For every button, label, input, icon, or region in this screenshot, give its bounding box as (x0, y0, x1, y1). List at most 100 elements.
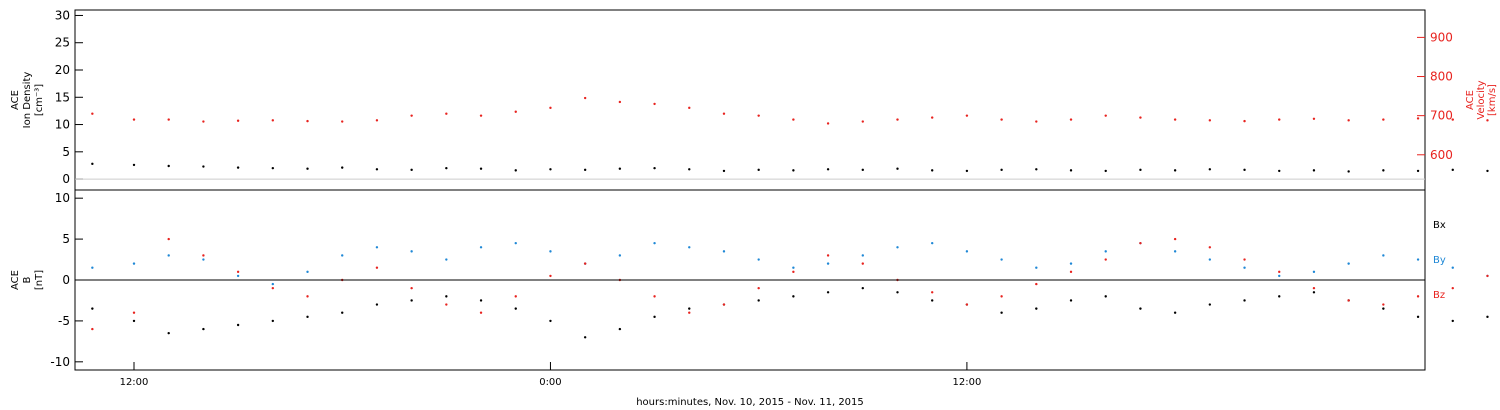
data-point (792, 169, 795, 172)
data-point (410, 168, 413, 172)
data-point (618, 254, 622, 257)
data-point (549, 250, 552, 253)
data-point (1104, 295, 1107, 298)
data-point (1486, 315, 1489, 319)
data-point (1312, 169, 1316, 172)
data-point (1069, 169, 1073, 172)
data-point (410, 299, 413, 302)
data-point (1173, 118, 1177, 121)
bottom-x-axis: 12:00 0:00 12:00 (120, 362, 981, 388)
data-point (653, 295, 656, 298)
top-ylabel-line-1: ACE (10, 90, 21, 110)
data-point (1486, 169, 1489, 173)
data-point (271, 286, 275, 290)
data-point (91, 112, 94, 115)
data-point (306, 315, 309, 319)
xtick-label: 12:00 (952, 377, 981, 388)
data-point (930, 116, 934, 119)
data-point (1382, 118, 1385, 121)
data-point (757, 168, 760, 172)
data-point (965, 169, 969, 173)
bottom-ytick-label: 0 (62, 273, 70, 287)
data-point (445, 112, 448, 115)
data-point (1312, 286, 1316, 290)
data-point (1035, 168, 1038, 171)
data-point (1416, 295, 1420, 298)
data-point (896, 246, 899, 249)
data-point (757, 114, 760, 117)
data-point (132, 311, 136, 314)
data-point (1208, 168, 1212, 171)
data-point (1416, 258, 1420, 261)
data-point (1173, 250, 1177, 253)
data-point (202, 120, 205, 123)
data-point (167, 254, 170, 257)
data-point (1347, 170, 1350, 173)
data-point (1451, 286, 1454, 290)
data-point (341, 120, 344, 123)
data-point (1243, 266, 1246, 269)
top-data-points (91, 96, 1489, 173)
data-point (167, 237, 170, 241)
data-point (1416, 169, 1420, 173)
top-ytick-label: 5 (62, 145, 70, 159)
data-point (479, 311, 483, 314)
data-point (1451, 168, 1454, 172)
data-point (1451, 266, 1454, 269)
bottom-panel: -10 -5 0 5 10 12:00 0:00 12:00 ACE B [nT] Bx By… (10, 189, 1489, 408)
data-point (1243, 119, 1246, 123)
x-axis-label: hours:minutes, Nov. 10, 2015 - Nov. 11, … (636, 397, 864, 408)
data-point (306, 119, 309, 123)
data-point (1173, 169, 1177, 172)
data-point (271, 119, 275, 122)
data-point (1451, 118, 1454, 121)
data-point (1312, 117, 1316, 120)
data-point (1139, 168, 1142, 172)
data-point (1451, 319, 1454, 323)
data-point (722, 112, 726, 115)
data-point (271, 282, 275, 286)
data-point (1278, 274, 1281, 278)
bottom-data-points (91, 237, 1489, 339)
data-point (445, 295, 448, 298)
data-point (930, 299, 934, 302)
data-point (653, 315, 656, 319)
data-point (826, 254, 830, 257)
top-ytick-label: 15 (55, 90, 70, 104)
data-point (688, 106, 691, 110)
data-point (445, 258, 448, 261)
data-point (1000, 168, 1003, 172)
data-point (1347, 299, 1350, 302)
data-point (1139, 116, 1142, 119)
top-y2tick-label: 700 (1430, 109, 1453, 123)
bottom-ytick-label: -5 (58, 314, 70, 328)
data-point (271, 166, 275, 170)
data-point (1035, 266, 1038, 269)
data-point (896, 291, 899, 294)
data-point (236, 274, 240, 278)
data-point (514, 295, 517, 298)
top-y2label-line-2: Velocity (1476, 80, 1487, 119)
data-point (1139, 307, 1142, 310)
top-ytick-label: 0 (62, 172, 70, 186)
data-point (757, 286, 760, 290)
data-point (375, 266, 379, 269)
xtick-label: 12:00 (120, 377, 149, 388)
data-point (306, 295, 309, 298)
data-point (792, 118, 795, 121)
data-point (757, 299, 760, 302)
data-point (792, 270, 795, 274)
data-point (930, 241, 934, 245)
data-point (1486, 119, 1489, 122)
data-point (167, 164, 170, 168)
data-point (341, 254, 344, 257)
data-point (167, 331, 170, 335)
data-point (91, 307, 94, 310)
legend-entry: Bx (1433, 220, 1446, 231)
data-point (688, 246, 691, 249)
data-point (722, 303, 726, 306)
top-y2tick-label: 800 (1430, 70, 1453, 84)
data-point (1278, 169, 1281, 173)
data-point (1069, 262, 1073, 265)
